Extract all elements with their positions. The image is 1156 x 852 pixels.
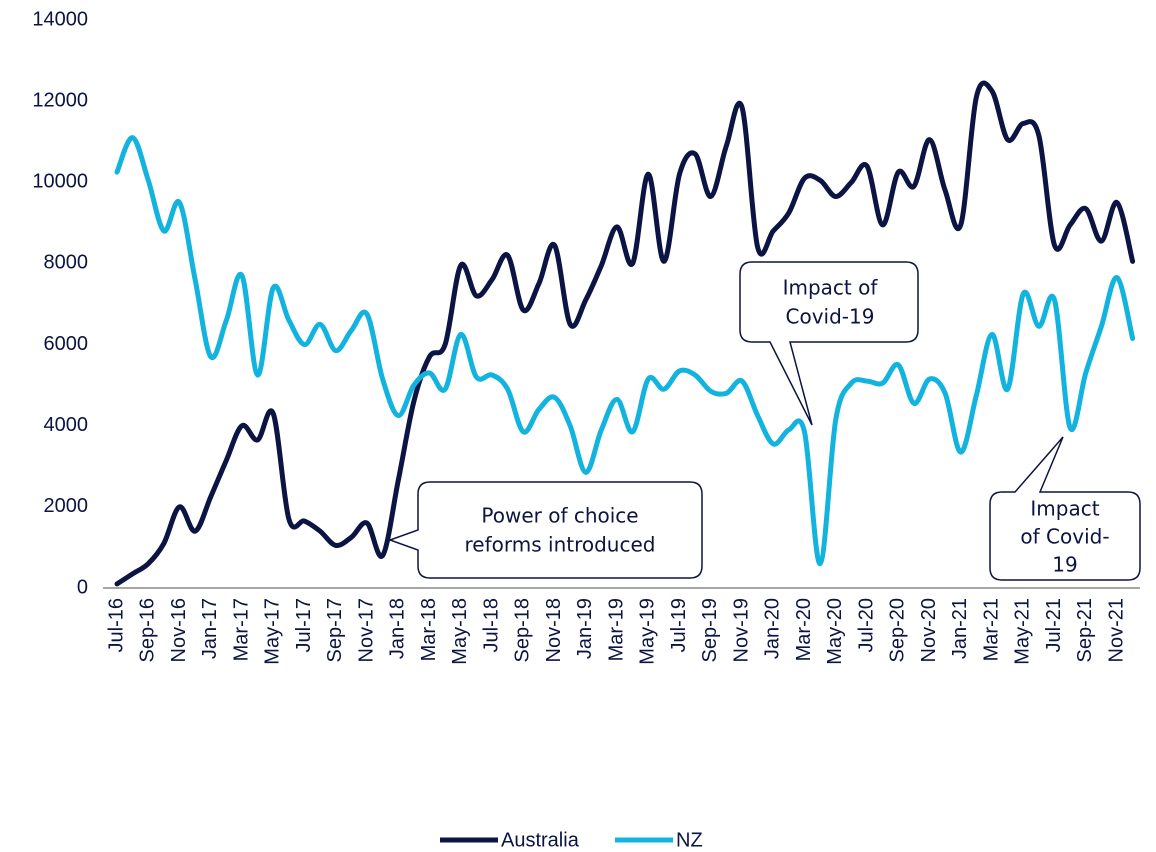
legend-label: Australia [501, 829, 580, 851]
x-tick-label: Jul-16 [105, 598, 127, 652]
y-tick-label: 4000 [44, 414, 89, 436]
x-tick-label: May-18 [449, 598, 471, 665]
x-tick-label: Nov-18 [543, 598, 565, 662]
x-tick-label: Nov-17 [355, 598, 377, 662]
x-tick-label: Nov-21 [1105, 598, 1127, 662]
x-tick-label: Mar-21 [980, 598, 1002, 661]
x-tick-label: Nov-16 [168, 598, 190, 662]
annotation: of Covid- [1020, 525, 1109, 549]
x-tick-label: Nov-19 [730, 598, 752, 662]
x-tick-label: May-19 [637, 598, 659, 665]
x-tick-label: May-20 [824, 598, 846, 665]
x-tick-label: Jan-18 [387, 598, 409, 659]
x-tick-label: Jan-19 [574, 598, 596, 659]
annotation: 19 [1052, 553, 1077, 577]
x-tick-label: Sep-17 [324, 598, 346, 663]
x-tick-label: Sep-21 [1074, 598, 1096, 663]
annotation: Impact [1030, 497, 1099, 521]
annotation: reforms introduced [465, 533, 656, 557]
y-tick-label: 0 [77, 576, 88, 598]
legend-label: NZ [676, 829, 703, 851]
x-tick-label: Jan-17 [199, 598, 221, 659]
callout-box [387, 481, 703, 579]
x-tick-label: Jul-19 [668, 598, 690, 652]
x-tick-label: May-17 [262, 598, 284, 665]
x-tick-label: Jan-21 [949, 598, 971, 659]
plot [114, 80, 1136, 587]
x-tick-label: Sep-18 [512, 598, 534, 663]
annotation: Covid-19 [786, 305, 875, 329]
y-tick-label: 8000 [44, 252, 89, 274]
x-tick-label: Sep-20 [887, 598, 909, 663]
annotation: Power of choice [481, 504, 638, 528]
x-tick-label: Sep-19 [699, 598, 721, 663]
x-tick-label: Nov-20 [918, 598, 940, 662]
x-tick-label: Mar-20 [793, 598, 815, 661]
x-tick-label: Jul-17 [293, 598, 315, 652]
y-tick-label: 6000 [44, 333, 89, 355]
annotation: Impact of [783, 276, 879, 300]
y-tick-label: 10000 [32, 171, 88, 193]
x-tick-label: Jul-20 [855, 598, 877, 652]
line [114, 135, 1136, 567]
x-tick-label: May-21 [1012, 598, 1034, 665]
x-tick-label: Mar-19 [605, 598, 627, 661]
y-tick-label: 2000 [44, 495, 89, 517]
x-tick-label: Jul-18 [480, 598, 502, 652]
x-tick-label: Mar-17 [230, 598, 252, 661]
y-tick-label: 12000 [32, 89, 88, 111]
x-tick-label: Sep-16 [137, 598, 159, 663]
y-tick-label: 14000 [32, 8, 88, 30]
line [114, 80, 1136, 587]
callout-box [989, 436, 1141, 581]
callout-box [739, 261, 919, 426]
x-tick-label: Mar-18 [418, 598, 440, 661]
x-tick-label: Jul-21 [1043, 598, 1065, 652]
x-tick-label: Jan-20 [762, 598, 784, 659]
